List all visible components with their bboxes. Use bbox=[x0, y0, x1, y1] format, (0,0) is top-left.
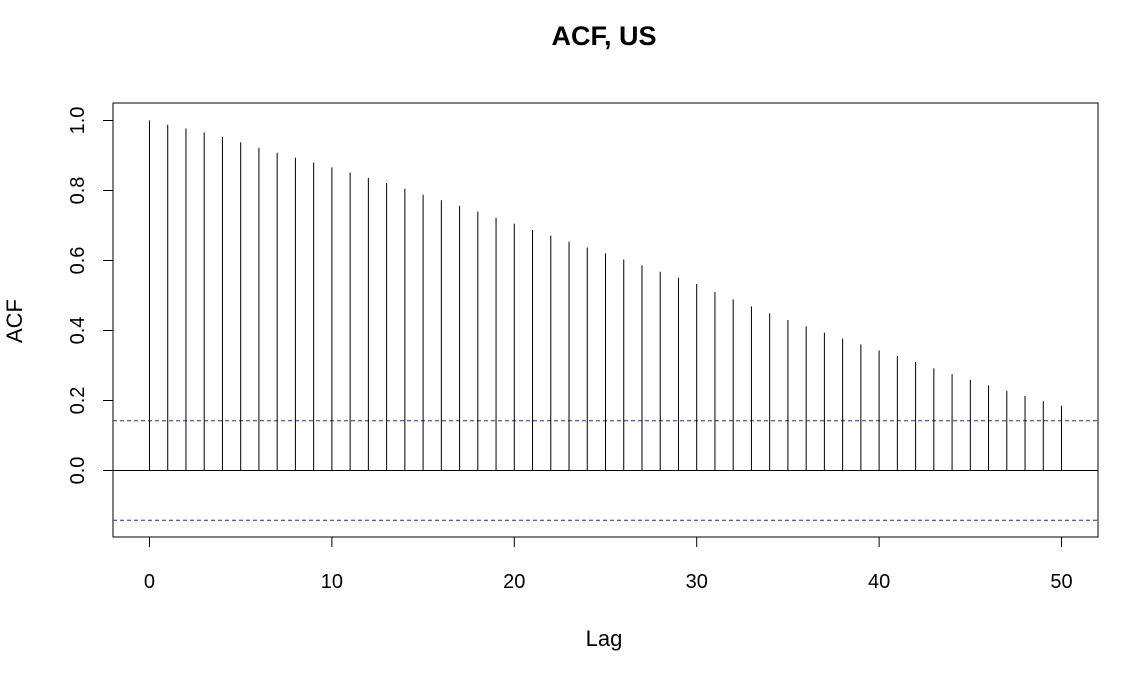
y-tick-label: 0.4 bbox=[67, 317, 89, 345]
acf-stems bbox=[148, 120, 1063, 471]
x-tick-label: 30 bbox=[686, 571, 708, 593]
y-tick-label: 1.0 bbox=[67, 107, 89, 135]
y-tick-label: 0.6 bbox=[67, 247, 89, 275]
x-tick-label: 50 bbox=[1050, 571, 1072, 593]
x-axis-label: Lag bbox=[586, 626, 623, 651]
y-tick-label: 0.8 bbox=[67, 177, 89, 205]
x-tick-label: 10 bbox=[321, 571, 343, 593]
chart-title: ACF, US bbox=[551, 21, 656, 51]
y-tick-label: 0.0 bbox=[67, 457, 89, 485]
y-axis: 0.0 0.2 0.4 0.6 0.8 1.0 bbox=[67, 107, 114, 485]
x-axis: 0 10 20 30 40 50 bbox=[144, 536, 1073, 593]
x-tick-label: 40 bbox=[868, 571, 890, 593]
y-tick-label: 0.2 bbox=[67, 387, 89, 415]
x-tick-label: 0 bbox=[144, 571, 155, 593]
x-tick-label: 20 bbox=[503, 571, 525, 593]
y-axis-label: ACF bbox=[2, 299, 27, 343]
